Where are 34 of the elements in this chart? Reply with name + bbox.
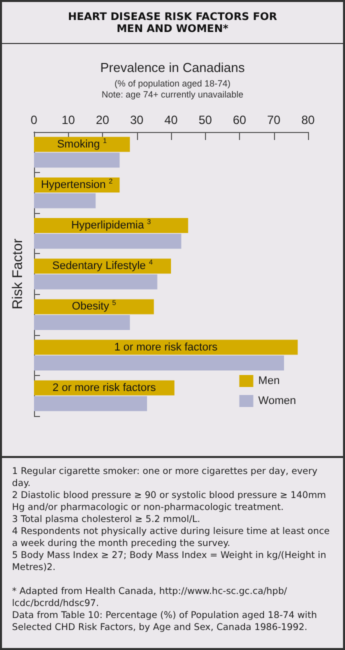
text: Note: age 74+ currently unavailable: [102, 90, 244, 100]
legend-label: Men: [258, 375, 280, 387]
chart-title: HEART DISEASE RISK FACTORS FOR MEN AND WOMEN*: [2, 2, 343, 44]
bar: [34, 396, 148, 412]
text: 5 Body Mass Index ≥ 27; Body Mass Index = Weight in kg/(Height in Metres)2.: [12, 550, 328, 574]
bar: [34, 356, 284, 371]
x-tick-label: 30: [130, 113, 144, 127]
bar: [34, 152, 120, 168]
y-tick-label: 2 or more risk factors: [52, 382, 156, 394]
text: 1 Regular cigarette smoker: one or more cigarettes per day, every day.: [12, 466, 318, 490]
x-tick-label: 80: [301, 113, 315, 127]
bar: [34, 274, 158, 290]
text: * Adapted from Health Canada, http://www.hc-sc.gc.ca/hpb/ lcdc/bcrdd/hdsc97.: [12, 586, 288, 610]
chart-subtitle: Prevalence in Canadians: [100, 60, 246, 75]
x-tick-label: 50: [198, 113, 212, 127]
bar: [34, 193, 96, 208]
y-axis-title: Risk Factor: [9, 238, 25, 310]
x-tick-label: 10: [62, 113, 76, 127]
bar: [34, 299, 154, 314]
text: 3 Total plasma cholesterol ≥ 5.2 mmol/L.: [12, 514, 202, 526]
x-tick-label: 70: [267, 113, 281, 127]
bar: [34, 340, 298, 355]
bar: [34, 314, 130, 330]
x-tick-label: 60: [232, 113, 246, 127]
text: 2 Diastolic blood pressure ≥ 90 or systolic blood pressure ≥ 140mm Hg and/or pharmacologic or non-pharmacologic treatment.: [12, 490, 327, 514]
y-tick-label: 1 or more risk factors: [114, 341, 218, 354]
x-tick-label: 0: [30, 113, 38, 127]
text: (% of population aged 18-74): [114, 78, 231, 88]
bar: [34, 234, 182, 249]
text: 4 Respondents not physically active during leisure time at least once a week during the month preceding the survey.: [12, 526, 331, 550]
x-tick-label: 40: [164, 113, 178, 127]
text: Data from Table 10: Percentage (%) of Population aged 18-74 with Selected CHD Risk Factors, by Age and Sex, Canada 1986-1992.: [12, 610, 318, 634]
legend-label: Women: [258, 395, 296, 407]
x-tick-label: 20: [96, 113, 110, 127]
